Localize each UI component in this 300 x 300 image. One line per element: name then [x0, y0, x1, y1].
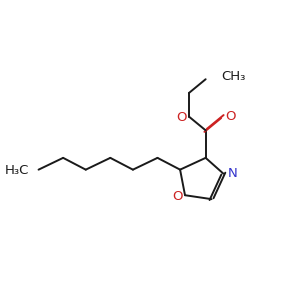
Text: O: O: [176, 111, 186, 124]
Text: H₃C: H₃C: [4, 164, 29, 177]
Text: O: O: [172, 190, 182, 203]
Text: N: N: [227, 167, 237, 180]
Text: CH₃: CH₃: [221, 70, 246, 83]
Text: O: O: [225, 110, 236, 123]
